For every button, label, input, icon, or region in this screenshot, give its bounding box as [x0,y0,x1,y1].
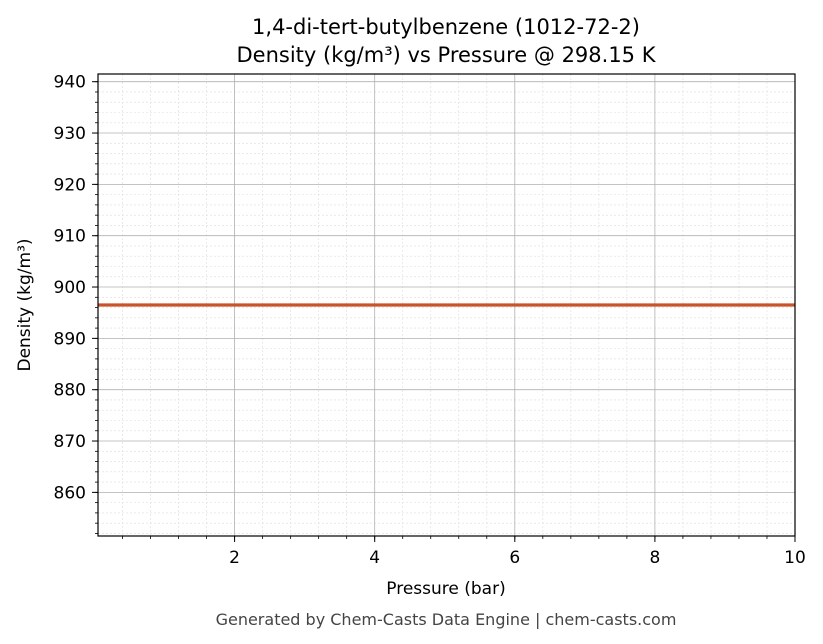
x-tick-label: 4 [369,548,380,568]
y-tick-label: 880 [54,381,86,401]
y-tick-label: 860 [54,483,86,503]
y-tick-label: 900 [54,278,86,298]
x-tick-label: 6 [509,548,520,568]
y-axis-label: Density (kg/m³) [15,238,35,371]
y-tick-label: 940 [54,73,86,93]
axis-ticks [92,81,796,542]
y-tick-label: 920 [54,175,86,195]
y-tick-label: 870 [54,432,86,452]
chart-title: 1,4-di-tert-butylbenzene (1012-72-2) [252,15,640,39]
x-axis-label: Pressure (bar) [386,579,505,599]
footer-credit: Generated by Chem-Casts Data Engine | ch… [216,610,677,629]
y-tick-label: 930 [54,124,86,144]
x-tick-label: 8 [649,548,660,568]
x-tick-label: 2 [229,548,240,568]
y-tick-label: 910 [54,227,86,247]
y-tick-label: 890 [54,329,86,349]
minor-grid [98,74,795,536]
tick-labels: 2 4 6 8 10 860 870 880 890 900 910 920 930 940 [54,73,806,568]
plot-frame [97,73,796,537]
chart-subtitle: Density (kg/m³) vs Pressure @ 298.15 K [236,43,656,67]
major-grid [98,74,796,536]
x-tick-label: 10 [784,548,806,568]
